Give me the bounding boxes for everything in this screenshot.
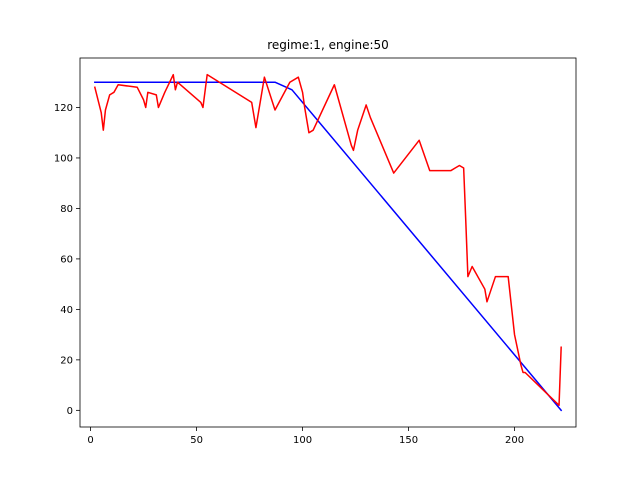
y-tick-label: 120: [54, 103, 73, 114]
y-tick-label: 80: [60, 204, 73, 215]
y-tick-label: 0: [67, 406, 73, 417]
x-tick-label: 200: [505, 435, 524, 446]
x-tick-label: 150: [399, 435, 418, 446]
x-tick-label: 100: [293, 435, 312, 446]
chart-title: regime:1, engine:50: [267, 38, 389, 52]
y-tick-label: 40: [60, 305, 73, 316]
axes-frame: [79, 57, 577, 428]
x-tick-label: 50: [190, 435, 203, 446]
plot-area: 0 50 100 150 200 0 20 40 60 80 100 120: [54, 57, 577, 446]
x-tick-label: 0: [87, 435, 93, 446]
series-line-1: [94, 81, 563, 412]
y-tick-label: 60: [60, 254, 73, 265]
series-line-2: [93, 73, 562, 407]
y-tick-label: 100: [54, 153, 73, 164]
y-tick-label: 20: [60, 355, 73, 366]
